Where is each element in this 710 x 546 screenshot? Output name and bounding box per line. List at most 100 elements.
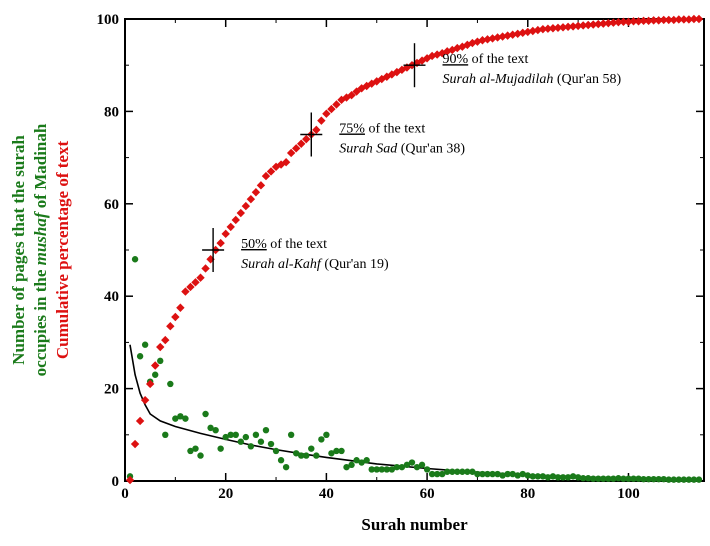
y-axis-title-part: mushaf (31, 210, 50, 265)
pages-point (564, 474, 572, 481)
pages-point (383, 466, 391, 473)
pages-point (388, 466, 396, 473)
cumulative-point (140, 395, 150, 405)
ticks-layer: 0 20 40 60 80 100 0 20 40 60 80 100 (97, 12, 704, 502)
cumulative-point (236, 208, 245, 218)
pages-point (650, 475, 657, 483)
x-tick-label: 80 (520, 486, 535, 502)
pages-point (610, 475, 617, 482)
cumulative-point (594, 19, 603, 29)
x-tick-label: 40 (319, 486, 334, 502)
cumulative-point (679, 15, 689, 24)
pages-point (449, 468, 456, 475)
cumulative-point (206, 255, 215, 264)
cumulative-point (387, 70, 397, 79)
y-axis-title-part: Number of pages that the surah (9, 135, 28, 365)
cumulative-point (493, 33, 502, 42)
cumulative-point (659, 15, 668, 25)
pages-point (247, 443, 255, 450)
cumulative-point (176, 303, 185, 312)
pages-point (423, 466, 431, 473)
pages-point (428, 470, 436, 478)
cumulative-point (568, 22, 578, 31)
cumulative-point (291, 144, 301, 153)
x-tick-label: 100 (617, 486, 640, 502)
pages-point (217, 445, 224, 452)
pages-point (398, 463, 406, 471)
cumulative-points-layer (125, 14, 704, 485)
pages-point (323, 431, 330, 438)
cumulative-point (312, 125, 321, 135)
pages-point (524, 472, 531, 479)
pages-point (152, 371, 159, 378)
pages-point (131, 256, 139, 263)
pages-point (579, 475, 587, 482)
pages-point (585, 475, 592, 482)
pages-point (464, 468, 471, 475)
cumulative-point (443, 47, 452, 56)
pages-point (670, 476, 677, 483)
pages-point (645, 475, 652, 483)
pages-point (595, 475, 602, 482)
cumulative-point (644, 16, 653, 26)
pages-point (615, 475, 622, 482)
pages-point (479, 470, 486, 478)
cumulative-point (553, 23, 563, 32)
cumulative-point (130, 439, 140, 449)
milestone-markers-layer (202, 43, 426, 272)
pages-point (685, 476, 693, 483)
pages-point (343, 463, 350, 471)
milestone-label-line1: 75% of the text (339, 122, 425, 137)
x-tick-label: 60 (420, 486, 435, 502)
cumulative-point (347, 91, 356, 100)
milestone-surah-name: Surah Sad (339, 142, 398, 157)
cumulative-point (261, 171, 271, 181)
cumulative-point (503, 31, 512, 40)
milestone-label-line1: 50% of the text (241, 237, 327, 252)
pages-point (212, 426, 219, 434)
cumulative-point (654, 16, 663, 25)
pages-point (363, 457, 370, 464)
y-axis-title-part: occupies in the (31, 265, 50, 376)
pages-point (549, 473, 557, 480)
x-tick-label: 20 (218, 486, 233, 502)
cumulative-point (332, 100, 341, 109)
milestone-label-line2: Surah Sad (Qur'an 38) (339, 142, 465, 157)
cumulative-point (609, 18, 618, 27)
cumulative-point (584, 20, 593, 30)
cumulative-point (256, 181, 266, 190)
milestone-surah-ref: (Qur'an 38) (397, 142, 465, 157)
pages-point (640, 475, 647, 483)
pages-point (539, 473, 547, 480)
pages-point (484, 470, 491, 478)
cumulative-point (518, 28, 527, 38)
cumulative-point (145, 379, 155, 389)
pages-point (282, 463, 290, 471)
cumulative-point (281, 158, 291, 167)
pages-point (403, 461, 411, 469)
pages-point (529, 473, 537, 480)
cumulative-point (664, 15, 673, 25)
cumulative-point (322, 109, 331, 118)
pages-point (554, 474, 562, 481)
pages-point (232, 431, 239, 438)
pages-point (298, 452, 305, 459)
pages-point (454, 468, 461, 475)
cumulative-point (151, 361, 160, 370)
pages-point (499, 472, 506, 479)
milestone-label-line2: Surah al-Mujadilah (Qur'an 58) (443, 72, 622, 87)
pages-point (519, 470, 526, 478)
x-tick-label: 0 (121, 486, 129, 502)
pages-point (655, 475, 662, 483)
cumulative-point (543, 24, 553, 33)
pages-point (600, 475, 607, 482)
pages-point (433, 470, 441, 478)
cumulative-point (246, 194, 256, 204)
pages-point (660, 475, 667, 483)
cumulative-point (684, 15, 694, 24)
y-tick-label: 100 (97, 12, 120, 28)
cumulative-point (221, 229, 230, 239)
pages-point (695, 476, 703, 483)
pages-point (162, 431, 169, 438)
cumulative-point (432, 50, 442, 59)
